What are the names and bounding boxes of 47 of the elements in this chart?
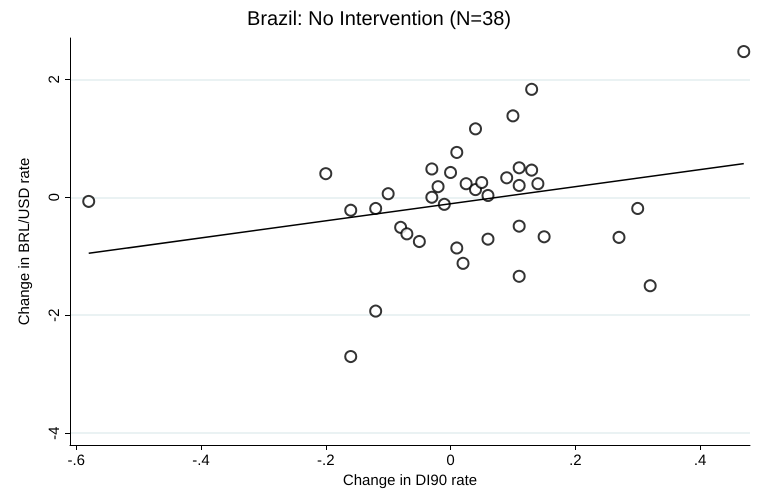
point: [631, 202, 644, 215]
y-tick-label: -4: [46, 426, 63, 440]
point: [737, 45, 750, 58]
chart-title: Brazil: No Intervention (N=38): [246, 8, 512, 30]
point: [644, 279, 657, 292]
point: [512, 161, 526, 174]
point: [456, 256, 470, 270]
point: [369, 304, 382, 318]
point: [444, 166, 458, 179]
x-tick-label: -.6: [67, 452, 85, 469]
point: [512, 270, 526, 283]
point: [344, 350, 358, 364]
point: [425, 190, 438, 204]
point: [369, 202, 382, 215]
point: [500, 171, 514, 184]
point: [506, 109, 520, 122]
point: [382, 187, 395, 200]
point: [512, 178, 526, 192]
point: [475, 176, 488, 190]
point: [344, 204, 358, 217]
y-tick-label: 0: [46, 193, 63, 202]
x-axis-title: Change in DI90 rate: [342, 472, 478, 489]
point: [531, 177, 544, 190]
point: [425, 162, 438, 176]
point: [400, 227, 414, 240]
point: [412, 235, 426, 248]
x-tick-label: .4: [694, 452, 706, 469]
x-tick-label: 0: [446, 452, 455, 469]
point: [525, 82, 538, 96]
point: [512, 220, 526, 233]
point: [612, 230, 626, 244]
x-tick-label: -.4: [192, 452, 210, 469]
point: [525, 164, 538, 177]
x-tick-label: -.2: [317, 452, 335, 469]
point: [319, 167, 332, 180]
x-tick-label: .2: [569, 452, 582, 469]
point: [82, 194, 96, 208]
point: [450, 241, 464, 254]
y-tick-label: 2: [46, 75, 63, 84]
y-axis-title: Change in BRL/USD rate: [16, 158, 33, 326]
y-tick-label: -2: [46, 308, 63, 322]
point: [469, 122, 482, 136]
point: [538, 230, 551, 244]
point: [450, 146, 464, 159]
point: [460, 177, 473, 190]
point: [481, 232, 494, 246]
point: [432, 180, 445, 194]
